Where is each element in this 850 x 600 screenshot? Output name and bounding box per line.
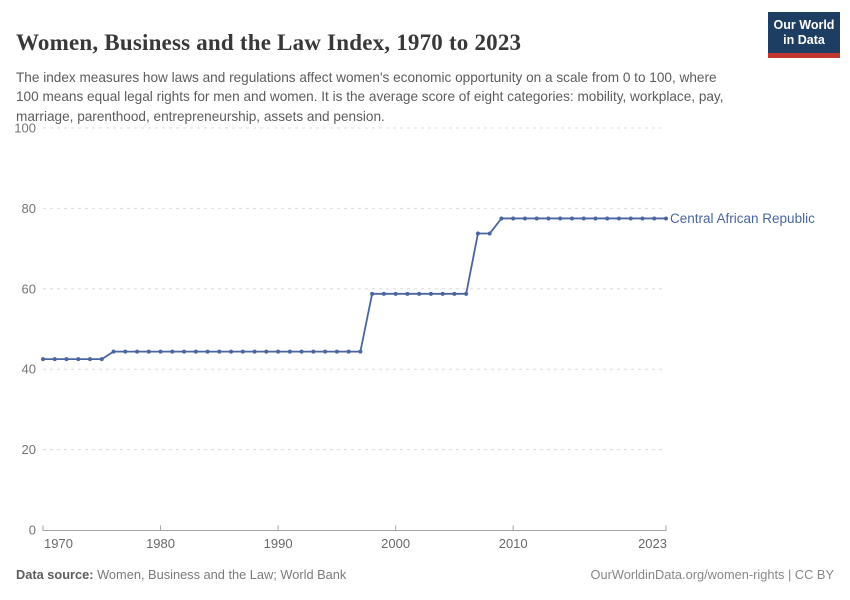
data-point xyxy=(428,291,433,296)
y-tick-label: 100 xyxy=(14,121,36,136)
data-point xyxy=(605,216,610,221)
data-point xyxy=(487,231,492,236)
data-point xyxy=(193,349,198,354)
data-point xyxy=(381,291,386,296)
data-point xyxy=(205,349,210,354)
data-point xyxy=(217,349,222,354)
license-link[interactable]: OurWorldinData.org/women-rights | CC BY xyxy=(590,567,834,582)
data-point xyxy=(464,291,469,296)
data-point xyxy=(593,216,598,221)
data-point xyxy=(664,216,668,221)
x-tick-label: 1980 xyxy=(146,536,175,551)
data-point xyxy=(323,349,328,354)
data-point xyxy=(52,357,57,362)
data-source-note: Data source: Women, Business and the Law… xyxy=(16,567,346,582)
y-tick-label: 40 xyxy=(22,362,36,377)
x-tick-label: 1990 xyxy=(264,536,293,551)
data-point xyxy=(170,349,175,354)
data-source-label: Data source: xyxy=(16,567,94,582)
data-point xyxy=(135,349,140,354)
y-tick-label: 0 xyxy=(29,523,36,538)
chart-subtitle: The index measures how laws and regulati… xyxy=(16,69,724,124)
data-point xyxy=(511,216,516,221)
data-point xyxy=(287,349,292,354)
data-point xyxy=(111,349,116,354)
data-point xyxy=(652,216,657,221)
data-point xyxy=(581,216,586,221)
data-point xyxy=(334,349,339,354)
data-point xyxy=(182,349,187,354)
data-point xyxy=(264,349,269,354)
data-point xyxy=(558,216,563,221)
x-tick-label: 2010 xyxy=(499,536,528,551)
data-point xyxy=(99,357,104,362)
data-point xyxy=(628,216,633,221)
data-point xyxy=(346,349,351,354)
data-point xyxy=(276,349,281,354)
owid-logo-line1: Our World xyxy=(773,18,835,32)
data-point xyxy=(146,349,151,354)
data-point xyxy=(569,216,574,221)
data-point xyxy=(393,291,398,296)
y-tick-label: 80 xyxy=(22,201,36,216)
data-point xyxy=(41,357,45,362)
data-point xyxy=(475,231,480,236)
data-point xyxy=(240,349,245,354)
data-source-value: Women, Business and the Law; World Bank xyxy=(93,567,347,582)
data-point xyxy=(299,349,304,354)
data-point xyxy=(158,349,163,354)
data-point xyxy=(64,357,69,362)
data-point xyxy=(229,349,234,354)
data-point xyxy=(452,291,457,296)
data-point xyxy=(640,216,645,221)
chart-footer: Data source: Women, Business and the Law… xyxy=(16,567,834,582)
page-title: Women, Business and the Law Index, 1970 … xyxy=(16,30,522,56)
x-tick-label: 2000 xyxy=(381,536,410,551)
data-point xyxy=(123,349,128,354)
data-point xyxy=(252,349,257,354)
data-point xyxy=(534,216,539,221)
data-point xyxy=(417,291,422,296)
data-point xyxy=(358,349,363,354)
owid-logo[interactable]: Our World in Data xyxy=(768,12,840,58)
x-tick-label: 1970 xyxy=(44,536,73,551)
data-point xyxy=(616,216,621,221)
entity-label[interactable]: Central African Republic xyxy=(670,211,815,226)
data-point xyxy=(522,216,527,221)
data-point xyxy=(440,291,445,296)
data-point xyxy=(499,216,504,221)
owid-logo-line2: in Data xyxy=(783,33,825,48)
y-tick-label: 60 xyxy=(22,281,36,296)
data-point xyxy=(405,291,410,296)
y-tick-label: 20 xyxy=(22,442,36,457)
data-point xyxy=(311,349,316,354)
data-point xyxy=(76,357,81,362)
data-point xyxy=(546,216,551,221)
data-point xyxy=(88,357,93,362)
x-tick-label: 2023 xyxy=(638,536,667,551)
data-point xyxy=(370,291,375,296)
